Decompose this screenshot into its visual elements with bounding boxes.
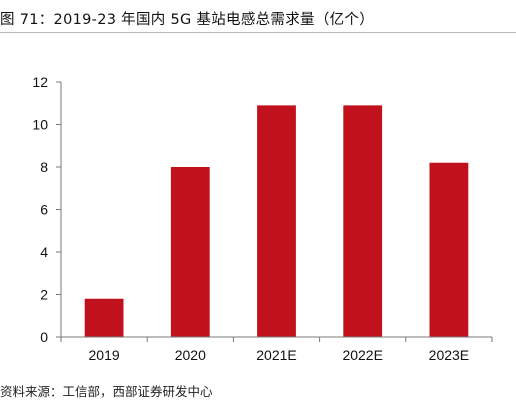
- y-tick-label: 6: [40, 202, 48, 218]
- chart-title: 图 71：2019-23 年国内 5G 基站电感总需求量（亿个）: [0, 12, 375, 28]
- y-tick-label: 0: [40, 329, 48, 345]
- bar-2019: [84, 298, 124, 337]
- x-tick-label: 2019: [89, 347, 120, 363]
- bar-2023E: [429, 162, 469, 337]
- y-tick-label: 4: [40, 244, 48, 260]
- bar-2021E: [257, 105, 296, 337]
- x-axis: 2019 2020 2021E 2022E 2023E: [60, 336, 493, 363]
- x-tick-label: 2022E: [342, 347, 382, 363]
- bar-2022E: [343, 105, 383, 337]
- y-tick-label: 12: [32, 74, 48, 90]
- y-tick-label: 2: [40, 287, 48, 303]
- bars-group: [84, 105, 469, 337]
- y-tick-label: 10: [32, 117, 48, 133]
- y-tick-label: 8: [40, 159, 48, 175]
- y-axis: 0 2 4 6 8 10 12: [32, 74, 62, 345]
- bar-2020: [170, 167, 210, 337]
- x-tick-label: 2023E: [429, 347, 469, 363]
- x-tick-label: 2020: [175, 347, 206, 363]
- x-tick-label: 2021E: [256, 347, 296, 363]
- source-note: 资料来源：工信部，西部证券研发中心: [0, 384, 213, 399]
- title-divider: [0, 32, 516, 33]
